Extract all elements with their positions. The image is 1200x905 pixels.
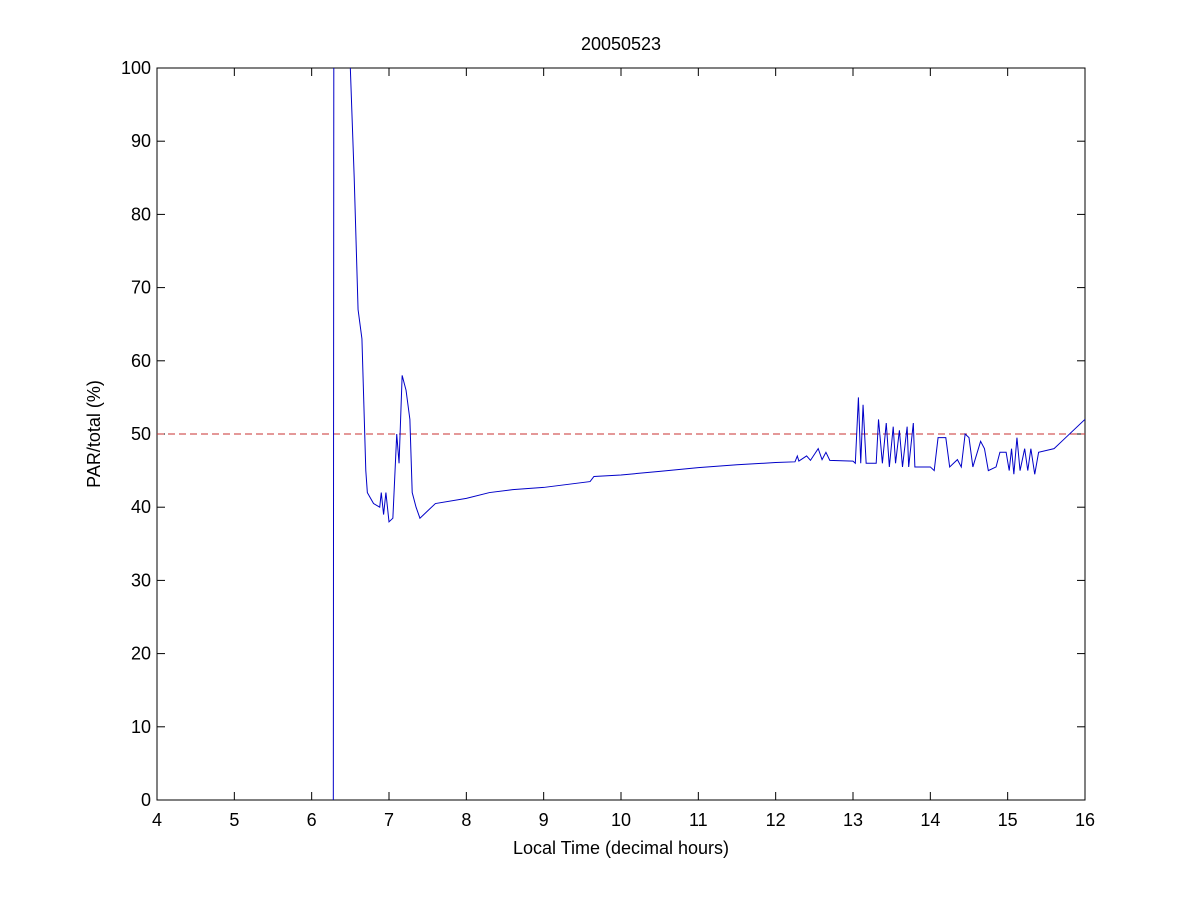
x-axis-label: Local Time (decimal hours) <box>513 838 729 858</box>
y-tick-label: 10 <box>131 717 151 737</box>
chart-title: 20050523 <box>581 34 661 54</box>
y-tick-label: 70 <box>131 278 151 298</box>
data-line <box>332 68 1085 800</box>
x-tick-label: 7 <box>384 810 394 830</box>
x-tick-label: 13 <box>843 810 863 830</box>
x-tick-label: 15 <box>998 810 1018 830</box>
y-tick-label: 40 <box>131 497 151 517</box>
x-tick-label: 16 <box>1075 810 1095 830</box>
x-tick-label: 6 <box>307 810 317 830</box>
y-tick-label: 30 <box>131 570 151 590</box>
x-tick-label: 4 <box>152 810 162 830</box>
y-tick-label: 0 <box>141 790 151 810</box>
x-tick-label: 9 <box>539 810 549 830</box>
x-tick-label: 12 <box>766 810 786 830</box>
x-tick-label: 8 <box>461 810 471 830</box>
y-tick-label: 60 <box>131 351 151 371</box>
y-tick-label: 50 <box>131 424 151 444</box>
x-tick-label: 10 <box>611 810 631 830</box>
y-tick-label: 100 <box>121 58 151 78</box>
y-axis-label: PAR/total (%) <box>84 380 104 488</box>
x-tick-label: 5 <box>229 810 239 830</box>
y-tick-label: 80 <box>131 204 151 224</box>
x-tick-label: 11 <box>689 810 708 830</box>
y-tick-label: 90 <box>131 131 151 151</box>
x-tick-label: 14 <box>920 810 940 830</box>
y-tick-label: 20 <box>131 644 151 664</box>
